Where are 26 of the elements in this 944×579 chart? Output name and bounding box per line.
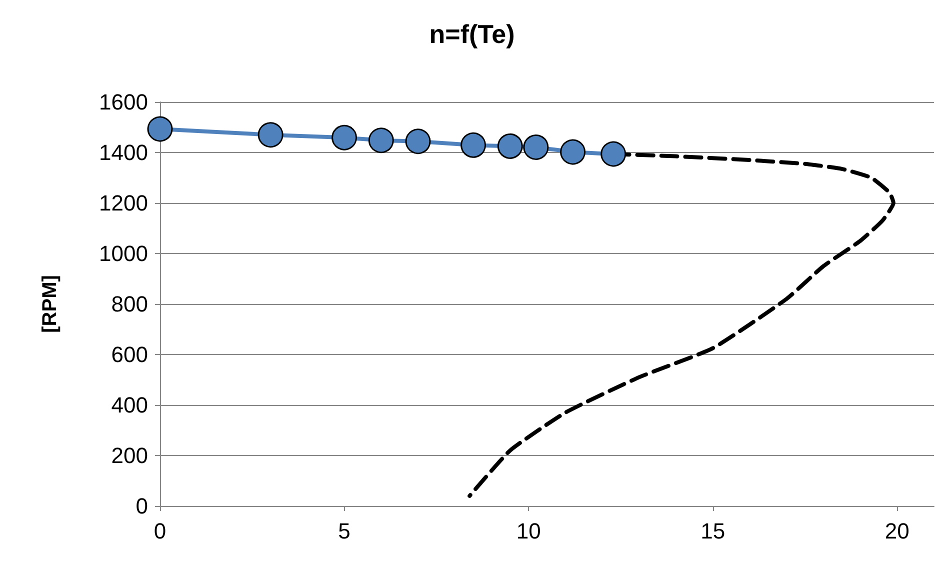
- y-tick-label: 1000: [99, 241, 148, 266]
- x-tick-label: 15: [700, 518, 726, 544]
- point: [332, 124, 358, 150]
- point: [147, 116, 173, 142]
- x-tick-label: 10: [516, 518, 541, 544]
- y-tick-label: 400: [111, 392, 148, 418]
- point: [405, 128, 431, 154]
- chart-title: n=f(Te): [429, 19, 515, 49]
- y-axis-title: [RPM]: [39, 275, 61, 333]
- point: [600, 141, 626, 167]
- y-tick-label: 200: [111, 443, 148, 468]
- point: [368, 128, 394, 154]
- y-tick-label: 1200: [99, 190, 148, 216]
- y-tick-label: 0: [136, 494, 148, 518]
- x-tick-label: 20: [884, 518, 910, 544]
- point: [523, 134, 549, 160]
- point: [258, 122, 284, 148]
- x-tick-label: 0: [154, 518, 166, 544]
- x-tick-label: 5: [338, 518, 350, 544]
- y-tick-label: 800: [111, 292, 148, 316]
- point: [497, 133, 523, 159]
- y-tick-label: 1400: [99, 140, 148, 165]
- point: [560, 139, 586, 165]
- y-tick-label: 600: [111, 342, 148, 367]
- point: [460, 132, 486, 158]
- y-tick-label: 1600: [99, 90, 148, 114]
